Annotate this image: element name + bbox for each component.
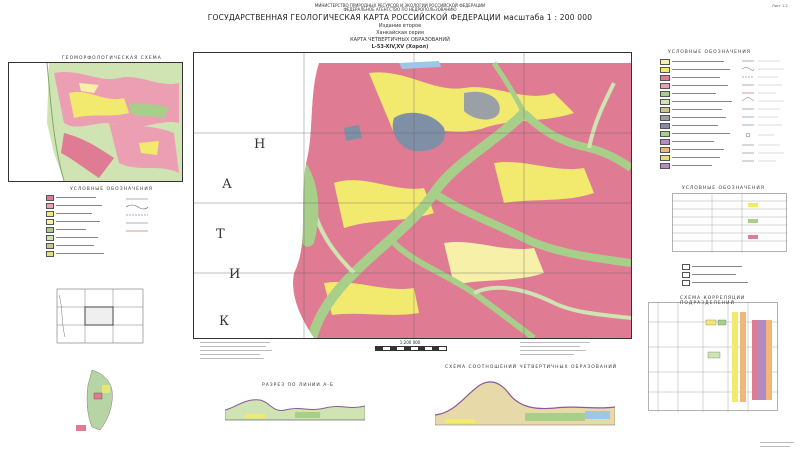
sheet-index-map (55, 287, 145, 347)
location-inset (72, 365, 122, 435)
geomorph-scheme-map[interactable] (8, 62, 183, 182)
legend-table (672, 193, 787, 253)
map-type: КАРТА ЧЕТВЕРТИЧНЫХ ОБРАЗОВАНИЙ (350, 37, 450, 43)
sheet-corner-label: Лист 1-2 (772, 4, 788, 8)
map-title: ГОСУДАРСТВЕННАЯ ГЕОЛОГИЧЕСКАЯ КАРТА РОСС… (207, 13, 593, 22)
correlation-chart-title: СХЕМА КОРРЕЛЯЦИИ ПОДРАЗДЕЛЕНИЙ (680, 296, 746, 306)
legend-swatch (46, 243, 54, 249)
legend-symbols-right-svg (741, 60, 784, 162)
legend-swatch (46, 211, 54, 217)
legend-swatch (46, 195, 54, 201)
legend-swatch (46, 235, 54, 241)
geomorph-legend-title: УСЛОВНЫЕ ОБОЗНАЧЕНИЯ (70, 187, 153, 192)
legend-swatch (46, 227, 54, 233)
footer-notes (760, 440, 796, 450)
legend-symbols (740, 57, 790, 172)
main-map-svg: Н А Т И К (194, 53, 634, 341)
legend-title: УСЛОВНЫЕ ОБОЗНАЧЕНИЯ (668, 50, 751, 55)
correlation-scheme-svg (434, 381, 616, 426)
sheet-name: L-53-XIV,XV (Хорол) (371, 44, 429, 50)
profile-svg (224, 399, 366, 421)
legend-extra (680, 262, 750, 287)
map-letter-t: Т (216, 227, 225, 242)
profile-section (224, 388, 366, 428)
map-letter-i: И (229, 267, 240, 282)
edition: Издание второе (378, 23, 422, 29)
scale-label: 1:200 000 (399, 340, 421, 345)
correlation-scheme-title: СХЕМА СООТНОШЕНИЙ ЧЕТВЕРТИЧНЫХ ОБРАЗОВАН… (445, 365, 618, 370)
map-letter-k: К (219, 314, 229, 329)
correlation-scheme (434, 375, 616, 430)
geomorph-scheme-svg (9, 62, 182, 182)
geomorph-scheme-title: ГЕОМОРФОЛОГИЧЕСКАЯ СХЕМА (62, 56, 162, 61)
legend-list (658, 57, 738, 172)
sheet-index-svg (56, 288, 144, 344)
legend-symbols-svg (125, 198, 149, 232)
main-map[interactable]: Н А Т И К (193, 52, 634, 341)
correlation-chart-svg (648, 302, 778, 412)
map-letter-a: А (222, 177, 232, 192)
legend-table-svg (672, 193, 787, 253)
legend-swatch (46, 219, 54, 225)
geomorph-legend-list (42, 193, 122, 265)
ministry-line-2: ФЕДЕРАЛЬНОЕ АГЕНТСТВО ПО НЕДРОПОЛЬЗОВАНИ… (343, 7, 457, 12)
legend-swatch (46, 203, 54, 209)
ministry-line-1: МИНИСТЕРСТВО ПРИРОДНЫХ РЕСУРСОВ И ЭКОЛОГ… (314, 3, 486, 8)
geomorph-legend-symbols (124, 195, 150, 235)
map-letter-n: Н (254, 137, 265, 152)
profile-title: РАЗРЕЗ ПО ЛИНИИ А-Б (262, 383, 334, 388)
correlation-chart (648, 302, 778, 412)
series-name: Ханкайская серия (376, 30, 424, 36)
map-notes-left (200, 340, 280, 362)
map-notes-right (520, 340, 600, 362)
scale-bar (375, 346, 447, 351)
legend2-title: УСЛОВНЫЕ ОБОЗНАЧЕНИЯ (682, 186, 765, 191)
legend-swatch (46, 251, 54, 257)
location-inset-svg (76, 369, 113, 431)
